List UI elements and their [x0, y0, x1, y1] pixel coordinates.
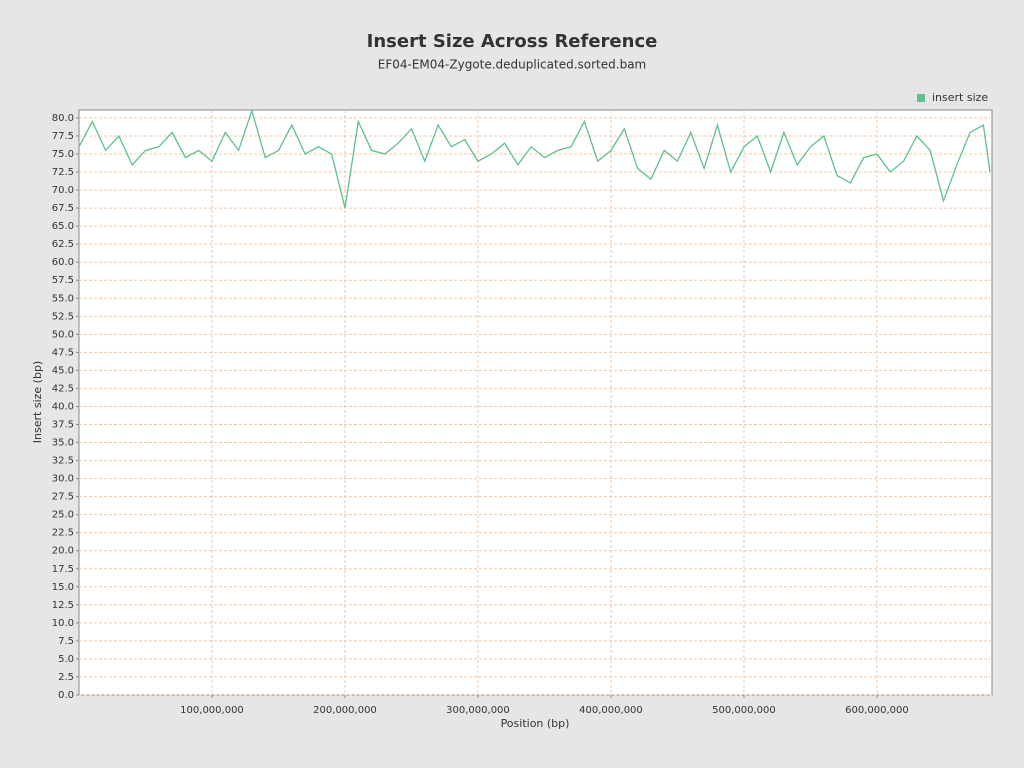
y-tick-label: 5.0	[58, 654, 74, 665]
legend-label: insert size	[932, 91, 988, 104]
y-tick-label: 65.0	[52, 221, 74, 232]
y-tick-label: 47.5	[52, 347, 74, 358]
x-tick-label: 400,000,000	[579, 705, 643, 716]
y-tick-label: 2.5	[58, 672, 74, 683]
plot-area	[78, 109, 993, 696]
y-tick-label: 0.0	[58, 690, 74, 701]
chart-title: Insert Size Across Reference	[367, 31, 658, 52]
y-tick-label: 22.5	[52, 528, 74, 539]
y-tick-label: 70.0	[52, 185, 74, 196]
y-tick-label: 10.0	[52, 618, 74, 629]
y-axis-label: Insert size (bp)	[31, 361, 44, 443]
y-tick-label: 55.0	[52, 293, 74, 304]
y-tick-label: 77.5	[52, 131, 74, 142]
y-tick-label: 62.5	[52, 239, 74, 250]
y-tick-label: 60.0	[52, 257, 74, 268]
y-tick-label: 45.0	[52, 365, 74, 376]
y-tick-label: 72.5	[52, 167, 74, 178]
y-tick-label: 12.5	[52, 600, 74, 611]
y-tick-label: 37.5	[52, 420, 74, 431]
y-tick-label: 35.0	[52, 438, 74, 449]
y-tick-label: 7.5	[58, 636, 74, 647]
y-tick-label: 67.5	[52, 203, 74, 214]
y-tick-label: 20.0	[52, 546, 74, 557]
y-tick-label: 25.0	[52, 510, 74, 521]
x-axis-label: Position (bp)	[501, 717, 570, 730]
legend-swatch	[917, 94, 925, 102]
x-tick-label: 200,000,000	[313, 705, 377, 716]
y-tick-label: 30.0	[52, 474, 74, 485]
y-tick-label: 17.5	[52, 564, 74, 575]
y-tick-label: 32.5	[52, 456, 74, 467]
y-tick-label: 42.5	[52, 383, 74, 394]
x-tick-label: 300,000,000	[446, 705, 510, 716]
y-tick-label: 52.5	[52, 311, 74, 322]
y-tick-label: 80.0	[52, 113, 74, 124]
y-tick-label: 50.0	[52, 329, 74, 340]
y-tick-label: 75.0	[52, 149, 74, 160]
y-tick-label: 40.0	[52, 401, 74, 412]
y-tick-label: 27.5	[52, 492, 74, 503]
y-tick-label: 57.5	[52, 275, 74, 286]
x-tick-label: 100,000,000	[180, 705, 244, 716]
chart-subtitle: EF04-EM04-Zygote.deduplicated.sorted.bam	[378, 58, 647, 72]
y-tick-label: 15.0	[52, 582, 74, 593]
x-tick-label: 500,000,000	[712, 705, 776, 716]
data-line	[78, 108, 991, 209]
x-tick-label: 600,000,000	[845, 705, 909, 716]
